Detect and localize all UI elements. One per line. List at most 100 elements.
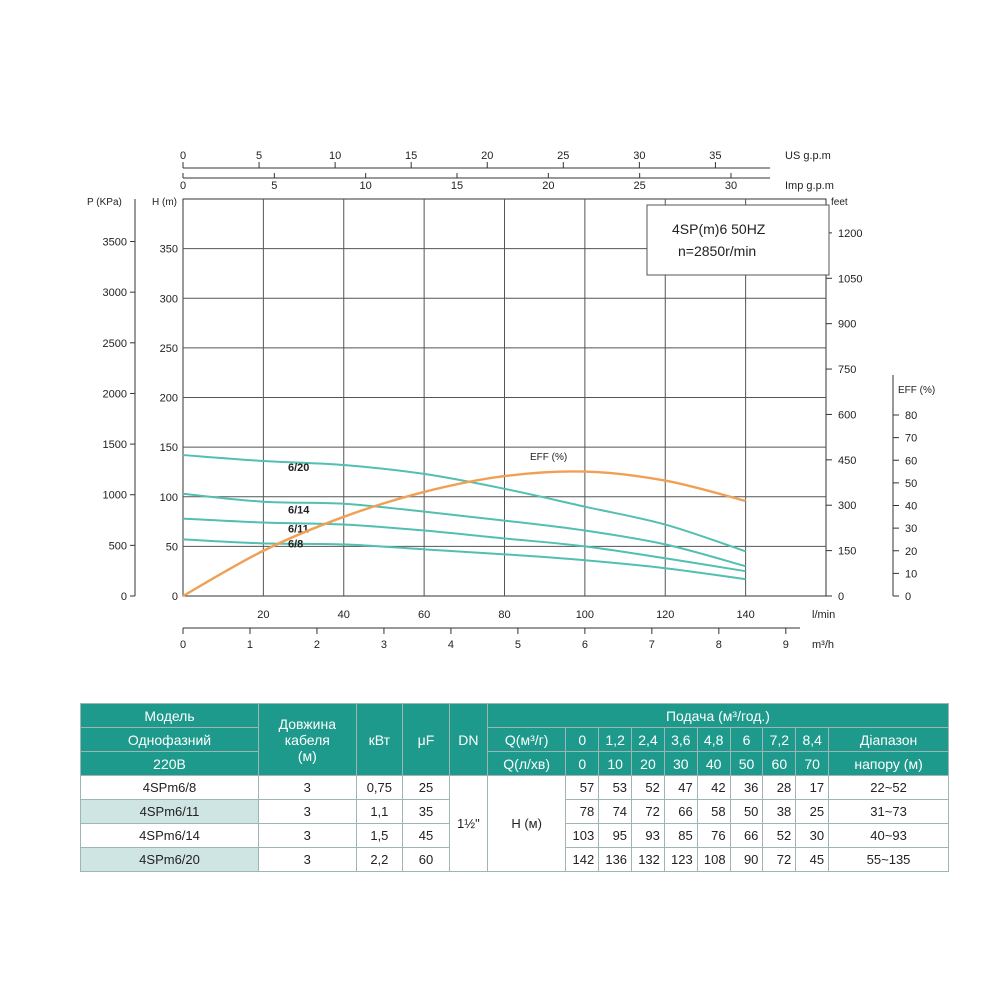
cable-header-line-2: кабеля <box>284 731 330 748</box>
y-tick-label-head: 50 <box>166 541 178 553</box>
range-header: Діапазон <box>828 727 949 752</box>
x-tick-label-us-gpm: 0 <box>180 150 186 162</box>
h-cell: 52 <box>631 775 665 800</box>
h-cell: 57 <box>565 775 600 800</box>
y-tick-label-head: 350 <box>160 244 178 256</box>
y-tick-label-pressure: 2500 <box>103 338 127 350</box>
y-tick-label-head: 250 <box>160 343 178 355</box>
h-cell: 30 <box>795 823 830 848</box>
y-tick-label-efficiency: 70 <box>905 433 917 445</box>
q-m3-cell: 2,4 <box>631 727 665 752</box>
y-tick-label-feet: 150 <box>838 546 856 558</box>
h-cell: 17 <box>795 775 830 800</box>
h-cell: 76 <box>696 823 731 848</box>
y-tick-label-efficiency: 10 <box>905 568 917 580</box>
h-label-cell: H (м) <box>486 775 567 872</box>
y-tick-label-efficiency: 40 <box>905 501 917 513</box>
h-cell: 38 <box>762 799 797 824</box>
x-tick-label-us-gpm: 5 <box>256 150 262 162</box>
h-cell: 136 <box>598 847 633 872</box>
x-tick-label-m3h: 0 <box>180 639 186 651</box>
x-axis-unit-lmin: l/min <box>812 609 835 621</box>
y-tick-label-head: 0 <box>172 591 178 603</box>
supply-header: Подача (м³/год.) <box>486 703 950 728</box>
x-tick-label-lmin: 60 <box>418 609 430 621</box>
x-tick-label-lmin: 100 <box>576 609 594 621</box>
x-tick-label-imp-gpm: 0 <box>180 180 186 192</box>
cable-header-line-3: (м) <box>297 747 317 764</box>
h-cell: 72 <box>631 799 665 824</box>
info-box-line-2: n=2850r/min <box>678 243 756 259</box>
x-tick-label-imp-gpm: 20 <box>542 180 554 192</box>
q-lmin-cell: 60 <box>762 751 797 776</box>
q-m3-cell: 3,6 <box>663 727 698 752</box>
h-cell: 123 <box>663 847 698 872</box>
curve-6-14 <box>182 492 746 568</box>
y-tick-label-pressure: 0 <box>121 591 127 603</box>
y-tick-label-efficiency: 50 <box>905 478 917 490</box>
curve-6-20 <box>182 454 746 553</box>
y-tick-label-efficiency: 20 <box>905 546 917 558</box>
x-tick-label-m3h: 5 <box>515 639 521 651</box>
y-tick-label-feet: 900 <box>838 319 856 331</box>
h-cell: 103 <box>565 823 600 848</box>
h-cell: 28 <box>762 775 797 800</box>
h-cell: 36 <box>729 775 764 800</box>
kw-header: кВт <box>355 703 404 776</box>
y-tick-label-efficiency: 30 <box>905 523 917 535</box>
h-cell: 66 <box>663 799 698 824</box>
q-lmin-cell: 50 <box>729 751 764 776</box>
x-tick-label-lmin: 120 <box>656 609 674 621</box>
model-cell: 4SPm6/8 <box>79 775 260 800</box>
h-cell: 47 <box>663 775 698 800</box>
table-header-row-3: 220В Q(л/хв) 0 10 20 30 40 50 60 70 напо… <box>79 751 949 776</box>
h-cell: 90 <box>729 847 764 872</box>
model-cell: 4SPm6/20 <box>79 847 260 872</box>
table-row: 4SPm6/8 3 0,75 25 1½" H (м) 57 53 52 47 … <box>79 775 949 872</box>
x-tick-label-us-gpm: 35 <box>709 150 721 162</box>
x-axis-unit-m3h: m³/h <box>812 639 834 651</box>
h-cell: 78 <box>565 799 600 824</box>
y-axis-unit-efficiency: EFF (%) <box>898 385 935 396</box>
y-tick-label-pressure: 3500 <box>103 237 127 249</box>
x-tick-label-us-gpm: 25 <box>557 150 569 162</box>
kw-cell: 1,5 <box>355 823 404 848</box>
x-tick-label-lmin: 140 <box>736 609 754 621</box>
model-header: Модель <box>79 703 260 728</box>
y-tick-label-feet: 1050 <box>838 273 862 285</box>
h-cell: 45 <box>795 847 830 872</box>
kw-cell: 2,2 <box>355 847 404 872</box>
range-cell: 22~52 <box>828 775 949 800</box>
chart-grid <box>182 198 827 597</box>
x-tick-label-m3h: 9 <box>783 639 789 651</box>
q-lmin-cell: 30 <box>663 751 698 776</box>
y-tick-label-efficiency: 60 <box>905 455 917 467</box>
range-cell: 40~93 <box>828 823 949 848</box>
h-cell: 132 <box>631 847 665 872</box>
uf-header: μF <box>402 703 450 776</box>
y-tick-label-feet: 450 <box>838 455 856 467</box>
h-cell: 52 <box>762 823 797 848</box>
dn-cell: 1½" <box>448 775 488 872</box>
x-axis-unit-imp-gpm: Imp g.p.m <box>785 180 834 192</box>
x-tick-label-lmin: 40 <box>338 609 350 621</box>
x-tick-label-imp-gpm: 15 <box>451 180 463 192</box>
y-axis-unit-feet: feet <box>831 197 848 208</box>
model-header-voltage: 220В <box>79 751 260 776</box>
h-cell: 50 <box>729 799 764 824</box>
y-tick-label-feet: 600 <box>838 409 856 421</box>
q-m3-cell: 4,8 <box>696 727 731 752</box>
x-tick-label-m3h: 4 <box>448 639 454 651</box>
y-axis-unit-pressure: P (KPa) <box>87 197 122 208</box>
y-tick-label-feet: 1200 <box>838 228 862 240</box>
cable-cell: 3 <box>258 775 357 800</box>
x-tick-label-m3h: 6 <box>582 639 588 651</box>
q-m3-cell: 8,4 <box>795 727 830 752</box>
q-m3-cell: 0 <box>565 727 600 752</box>
h-cell: 42 <box>696 775 731 800</box>
h-cell: 58 <box>696 799 731 824</box>
x-tick-label-m3h: 8 <box>716 639 722 651</box>
h-cell: 72 <box>762 847 797 872</box>
q-m3-cell: 1,2 <box>598 727 633 752</box>
h-cell: 66 <box>729 823 764 848</box>
